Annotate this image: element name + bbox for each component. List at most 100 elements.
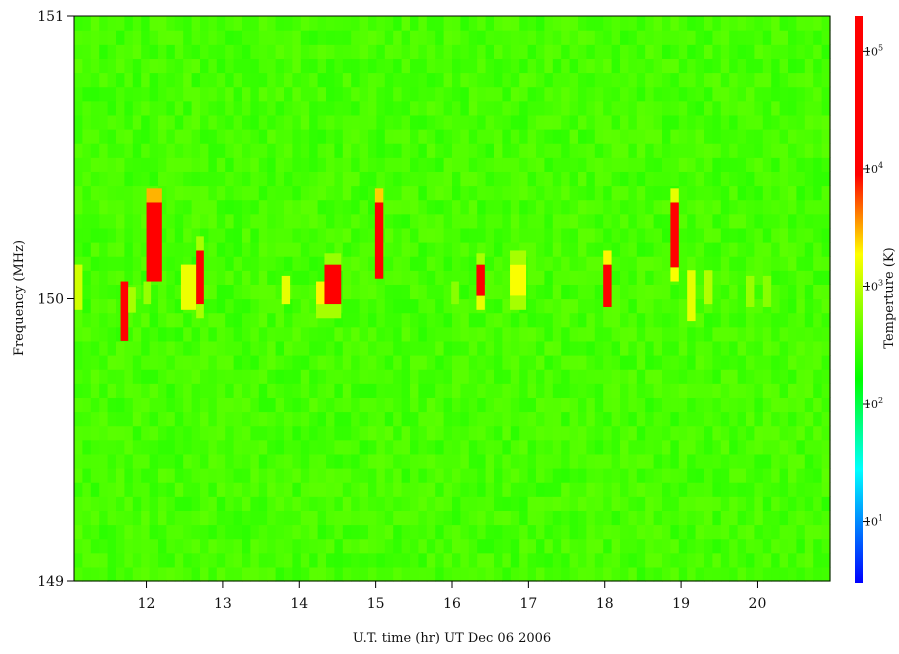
heatmap-cell [519,397,529,413]
heatmap-cell [225,369,235,384]
heatmap-cell [552,369,562,384]
heatmap-cell [74,468,83,483]
heatmap-cell [74,16,83,31]
heatmap-cell [124,340,134,356]
heatmap-cell [594,425,604,441]
heatmap-cell [258,256,268,271]
heatmap-cell [250,270,260,285]
burst-cell [670,267,679,282]
heatmap-cell [636,100,646,116]
heatmap-cell [779,242,789,257]
heatmap-cell [174,524,184,540]
heatmap-cell [821,213,831,229]
heatmap-cell [754,411,764,427]
heatmap-cell [821,453,831,469]
heatmap-cell [561,468,571,483]
heatmap-cell [552,538,562,554]
heatmap-cell [149,312,159,328]
heatmap-cell [132,468,142,483]
heatmap-cell [107,369,117,384]
heatmap-cell [191,242,201,257]
heatmap-cell [275,227,285,243]
heatmap-cell [821,129,831,144]
heatmap-cell [662,411,671,427]
heatmap-cell [267,524,277,540]
heatmap-cell [678,298,688,314]
heatmap-cell [494,453,503,469]
heatmap-cell [762,199,772,215]
heatmap-cell [292,284,302,300]
heatmap-cell [418,256,428,271]
heatmap-cell [813,425,823,441]
heatmap-cell [292,482,302,497]
heatmap-cell [242,227,251,243]
heatmap-cell [216,171,226,187]
heatmap-cell [645,524,655,540]
heatmap-cell [813,129,823,144]
heatmap-cell [317,199,327,215]
heatmap-cell [242,72,251,88]
heatmap-cell [762,369,772,384]
heatmap-cell [603,157,613,172]
heatmap-cell [242,383,251,398]
heatmap-cell [191,411,201,427]
heatmap-cell [813,284,823,300]
heatmap-cell [468,468,478,483]
heatmap-cell [384,143,394,158]
heatmap-cell [594,100,604,116]
heatmap-cell [452,270,461,285]
heatmap-cell [90,16,100,31]
heatmap-cell [771,369,781,384]
heatmap-cell [628,355,638,370]
heatmap-cell [603,227,613,243]
heatmap-cell [628,326,638,342]
heatmap-cell [99,326,109,342]
heatmap-cell [821,496,831,511]
heatmap-cell [132,355,142,370]
heatmap-cell [368,143,377,158]
heatmap-cell [351,30,361,45]
heatmap-cell [309,510,319,526]
heatmap-cell [796,355,806,370]
heatmap-cell [578,185,587,201]
heatmap-cell [704,496,713,511]
heatmap-cell [309,496,319,511]
heatmap-cell [704,510,713,526]
heatmap-cell [670,468,680,483]
heatmap-cell [82,199,92,215]
heatmap-cell [242,256,251,271]
heatmap-cell [485,411,495,427]
heatmap-cell [527,326,537,342]
heatmap-cell [678,340,688,356]
heatmap-cell [662,157,671,172]
heatmap-cell [149,16,159,31]
heatmap-cell [300,496,310,511]
heatmap-cell [544,16,554,31]
heatmap-cell [704,72,713,88]
heatmap-cell [729,482,739,497]
heatmap-cell [754,242,764,257]
heatmap-cell [384,298,394,314]
heatmap-cell [653,383,663,398]
heatmap-cell [452,185,461,201]
heatmap-cell [569,86,579,102]
heatmap-cell [191,185,201,201]
heatmap-cell [309,227,319,243]
heatmap-cell [208,129,218,144]
heatmap-cell [788,355,797,370]
heatmap-cell [653,538,663,554]
heatmap-cell [418,482,428,497]
heatmap-cell [552,58,562,74]
heatmap-cell [300,453,310,469]
heatmap-cell [653,524,663,540]
heatmap-cell [242,439,251,455]
heatmap-cell [401,58,411,74]
heatmap-cell [141,524,151,540]
heatmap-cell [309,44,319,59]
heatmap-cell [435,143,445,158]
burst-cell [603,264,612,307]
heatmap-cell [443,453,453,469]
heatmap-cell [300,552,310,568]
heatmap-cell [275,453,285,469]
heatmap-cell [368,524,377,540]
